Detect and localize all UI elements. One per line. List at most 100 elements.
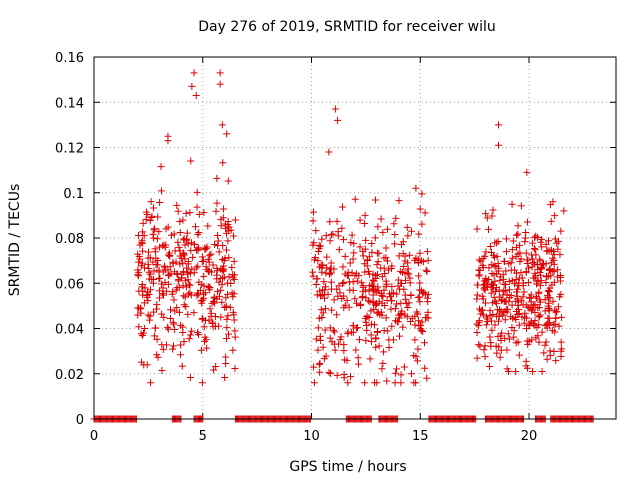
data-point: [145, 290, 153, 298]
data-point: [186, 281, 194, 289]
data-point: [331, 346, 339, 354]
data-point: [506, 293, 514, 301]
data-point: [508, 200, 516, 208]
data-point: [192, 223, 200, 231]
data-point: [389, 336, 397, 344]
data-point: [199, 315, 207, 323]
data-point: [139, 247, 147, 255]
data-point: [376, 311, 384, 319]
data-point: [184, 257, 192, 265]
data-point: [143, 361, 151, 369]
data-point: [553, 239, 561, 247]
data-point: [406, 318, 414, 326]
data-point: [421, 209, 429, 217]
data-point: [476, 266, 484, 274]
data-point: [535, 338, 543, 346]
data-point: [406, 251, 414, 259]
data-point: [547, 246, 555, 254]
data-point: [488, 212, 496, 220]
data-point: [326, 218, 334, 226]
axis-ticks: 0 0.02 0.04 0.06 0.08 0.1 0.12 0.14 0.16 0 5 10 15 20: [55, 51, 616, 444]
data-point: [144, 260, 152, 268]
data-point: [407, 292, 415, 300]
data-point: [197, 346, 205, 354]
data-point: [528, 239, 536, 247]
data-point: [484, 225, 492, 233]
plot-frame: [93, 56, 617, 420]
data-point: [498, 329, 506, 337]
data-point: [529, 367, 537, 375]
data-point: [225, 273, 233, 281]
data-point: [422, 266, 430, 274]
data-point: [327, 278, 335, 286]
data-point: [479, 261, 487, 269]
data-point: [186, 374, 194, 382]
data-point: [213, 264, 221, 272]
data-point: [213, 271, 221, 279]
data-point: [521, 309, 529, 317]
data-point: [346, 259, 354, 267]
data-point: [229, 346, 237, 354]
data-point: [372, 335, 380, 343]
data-point: [543, 247, 551, 255]
data-point: [418, 318, 426, 326]
data-point: [530, 274, 538, 282]
data-point: [392, 214, 400, 222]
data-point: [334, 228, 342, 236]
data-point: [388, 265, 396, 273]
data-point: [551, 328, 559, 336]
data-point: [140, 299, 148, 307]
data-point: [194, 289, 202, 297]
data-point: [499, 312, 507, 320]
data-point: [358, 293, 366, 301]
data-point: [169, 319, 177, 327]
data-point: [487, 342, 495, 350]
data-point: [545, 237, 553, 245]
data-point: [368, 239, 376, 247]
data-point: [538, 243, 546, 251]
data-point: [361, 286, 369, 294]
data-point: [407, 227, 415, 235]
data-point: [545, 294, 553, 302]
data-point: [214, 288, 222, 296]
data-point: [492, 299, 500, 307]
data-point: [475, 272, 483, 280]
data-point: [206, 284, 214, 292]
data-point: [338, 224, 346, 232]
data-point: [512, 315, 520, 323]
data-point: [174, 207, 182, 215]
data-point: [181, 293, 189, 301]
data-point: [154, 353, 162, 361]
data-point: [350, 240, 358, 248]
data-point: [505, 335, 513, 343]
data-point: [173, 304, 181, 312]
data-point: [168, 290, 176, 298]
data-point: [167, 306, 175, 314]
data-point: [200, 209, 208, 217]
data-point: [135, 258, 143, 266]
data-point: [369, 276, 377, 284]
data-point: [371, 196, 379, 204]
data-point: [473, 328, 481, 336]
data-point: [534, 332, 542, 340]
data-point: [528, 336, 536, 344]
data-point: [310, 363, 318, 371]
data-point: [231, 333, 239, 341]
data-point: [316, 242, 324, 250]
data-point: [500, 287, 508, 295]
data-point: [416, 279, 424, 287]
data-point: [195, 278, 203, 286]
data-point: [229, 308, 237, 316]
data-point: [500, 297, 508, 305]
data-point: [187, 157, 195, 165]
data-point: [166, 252, 174, 260]
data-point: [204, 222, 212, 230]
data-point: [522, 268, 530, 276]
data-point: [554, 303, 562, 311]
data-point: [527, 298, 535, 306]
data-point: [530, 260, 538, 268]
data-point: [145, 264, 153, 272]
data-point: [165, 251, 173, 259]
data-point: [395, 311, 403, 319]
